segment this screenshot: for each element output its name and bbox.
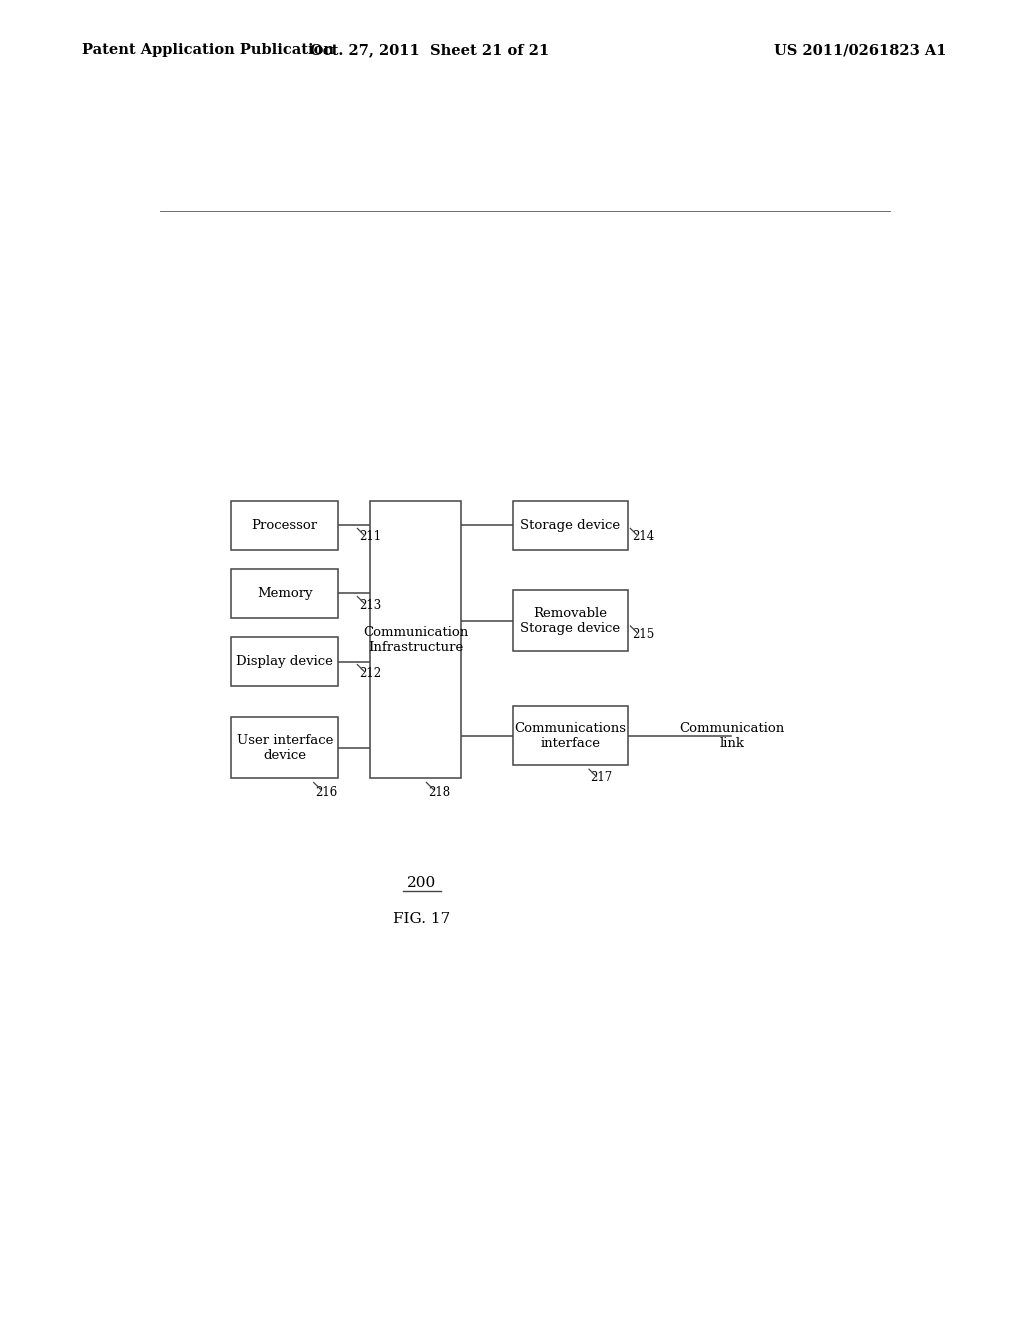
Bar xyxy=(231,500,338,549)
Text: 215: 215 xyxy=(632,628,654,642)
Text: US 2011/0261823 A1: US 2011/0261823 A1 xyxy=(774,44,946,57)
Text: 218: 218 xyxy=(428,785,451,799)
Text: Memory: Memory xyxy=(257,587,312,599)
Text: 200: 200 xyxy=(407,876,436,890)
Text: Patent Application Publication: Patent Application Publication xyxy=(82,44,334,57)
Text: Storage device: Storage device xyxy=(520,519,621,532)
Text: Processor: Processor xyxy=(252,519,317,532)
Bar xyxy=(370,500,461,779)
Bar xyxy=(513,500,628,549)
Bar xyxy=(231,569,338,618)
Bar xyxy=(231,718,338,779)
Text: Communication
link: Communication link xyxy=(680,722,784,750)
Text: Display device: Display device xyxy=(237,655,333,668)
Text: 212: 212 xyxy=(359,667,381,680)
Text: User interface
device: User interface device xyxy=(237,734,333,762)
Text: FIG. 17: FIG. 17 xyxy=(393,912,451,925)
Text: Oct. 27, 2011  Sheet 21 of 21: Oct. 27, 2011 Sheet 21 of 21 xyxy=(310,44,550,57)
Text: Communications
interface: Communications interface xyxy=(514,722,627,750)
Bar xyxy=(231,638,338,686)
Text: 216: 216 xyxy=(315,785,338,799)
Text: 217: 217 xyxy=(591,771,613,784)
Text: Removable
Storage device: Removable Storage device xyxy=(520,607,621,635)
Bar xyxy=(513,706,628,766)
Bar xyxy=(513,590,628,651)
Text: 211: 211 xyxy=(359,531,381,544)
Text: 214: 214 xyxy=(632,531,654,544)
Text: Communication
Infrastructure: Communication Infrastructure xyxy=(364,626,468,653)
Text: 213: 213 xyxy=(359,598,381,611)
